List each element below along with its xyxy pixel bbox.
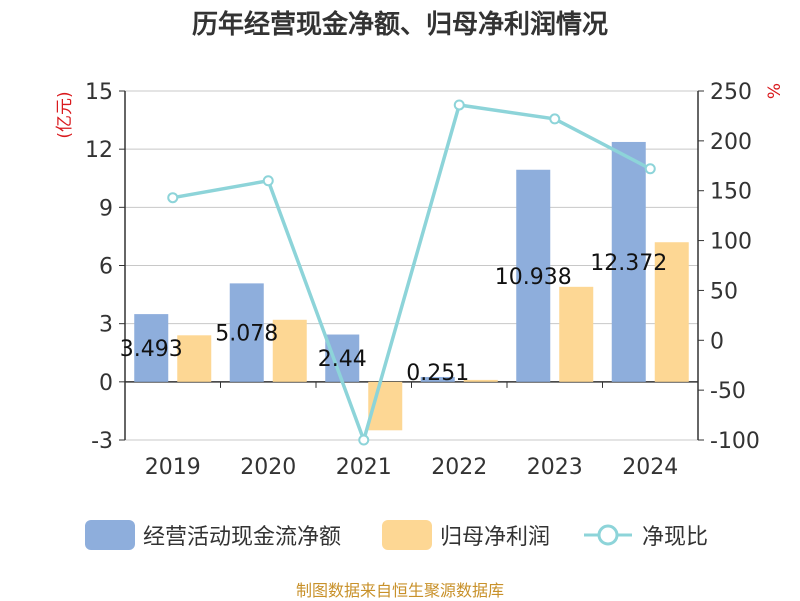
- y-right-tick-label: 50: [710, 279, 738, 304]
- y-left-tick-label: 3: [99, 313, 113, 338]
- y-left-tick-label: 9: [99, 196, 113, 221]
- x-tick-label: 2019: [145, 455, 201, 480]
- legend-item-net-profit[interactable]: 归母净利润: [382, 519, 550, 551]
- legend-label-net-profit: 归母净利润: [440, 525, 551, 550]
- data-label-cashflow-2020: 5.078: [215, 322, 278, 347]
- ratio-line: [172, 103, 652, 446]
- bar-cashflow-2024: [611, 141, 646, 382]
- y-left-axis-title: (亿元): [55, 91, 75, 138]
- ratio-point-2024: [644, 163, 656, 175]
- ratio-point-2020: [262, 175, 274, 187]
- y-left-tick-label: 12: [85, 138, 113, 163]
- x-tick-label: 2022: [431, 455, 487, 480]
- y-right-axis-title: %: [765, 83, 785, 99]
- x-tick-label: 2021: [336, 455, 392, 480]
- bar-cashflow-2023: [516, 169, 551, 382]
- ratio-point-2021: [358, 434, 370, 446]
- y-right-tick-label: 250: [710, 80, 752, 105]
- x-tick-label: 2023: [527, 455, 583, 480]
- y-right-tick-label: -50: [710, 379, 746, 404]
- bar-net-profit-2023: [559, 286, 594, 382]
- y-right-tick-label: 100: [710, 230, 752, 255]
- chart-title: 历年经营现金净额、归母净利润情况: [191, 10, 608, 40]
- y-left-tick-label: -3: [91, 429, 113, 454]
- data-label-cashflow-2023: 10.938: [495, 265, 572, 290]
- legend-item-ratio[interactable]: 净现比: [582, 519, 708, 551]
- legend-line-marker-icon: [584, 524, 632, 546]
- legend-item-cashflow[interactable]: 经营活动现金流净额: [85, 519, 341, 551]
- data-label-cashflow-2022: 0.251: [406, 361, 469, 386]
- bar-net-profit-2022: [463, 379, 498, 382]
- bar-cashflow-2022: [420, 376, 455, 382]
- ratio-point-2023: [549, 113, 561, 125]
- y-right-tick-label: -100: [710, 429, 760, 454]
- x-tick-label: 2024: [622, 455, 678, 480]
- y-left-tick-label: 0: [99, 371, 113, 396]
- y-right-tick-label: 150: [710, 180, 752, 205]
- bar-cashflow-2019: [134, 314, 169, 382]
- source-note: 制图数据来自恒生聚源数据库: [295, 581, 504, 600]
- bar-cashflow-2021: [325, 334, 360, 382]
- bar-net-profit-2020: [272, 319, 307, 382]
- bar-net-profit-2019: [177, 335, 212, 382]
- legend-label-cashflow: 经营活动现金流净额: [143, 525, 342, 550]
- bar-net-profit-2024: [654, 242, 689, 382]
- legend-label-ratio: 净现比: [642, 525, 709, 550]
- bar-cashflow-2020: [229, 283, 264, 382]
- y-left-tick-label: 6: [99, 255, 113, 280]
- data-label-cashflow-2021: 2.44: [318, 347, 367, 372]
- ratio-point-2022: [453, 99, 465, 111]
- legend-swatch-net-profit: [382, 520, 432, 550]
- data-label-cashflow-2019: 3.493: [120, 337, 183, 362]
- y-left-tick-label: 15: [85, 80, 113, 105]
- ratio-point-2019: [167, 192, 179, 204]
- y-right-tick-label: 200: [710, 130, 752, 155]
- data-label-cashflow-2024: 12.372: [590, 251, 667, 276]
- x-tick-label: 2020: [240, 455, 296, 480]
- legend-swatch-cashflow: [85, 520, 135, 550]
- y-right-tick-label: 0: [710, 329, 724, 354]
